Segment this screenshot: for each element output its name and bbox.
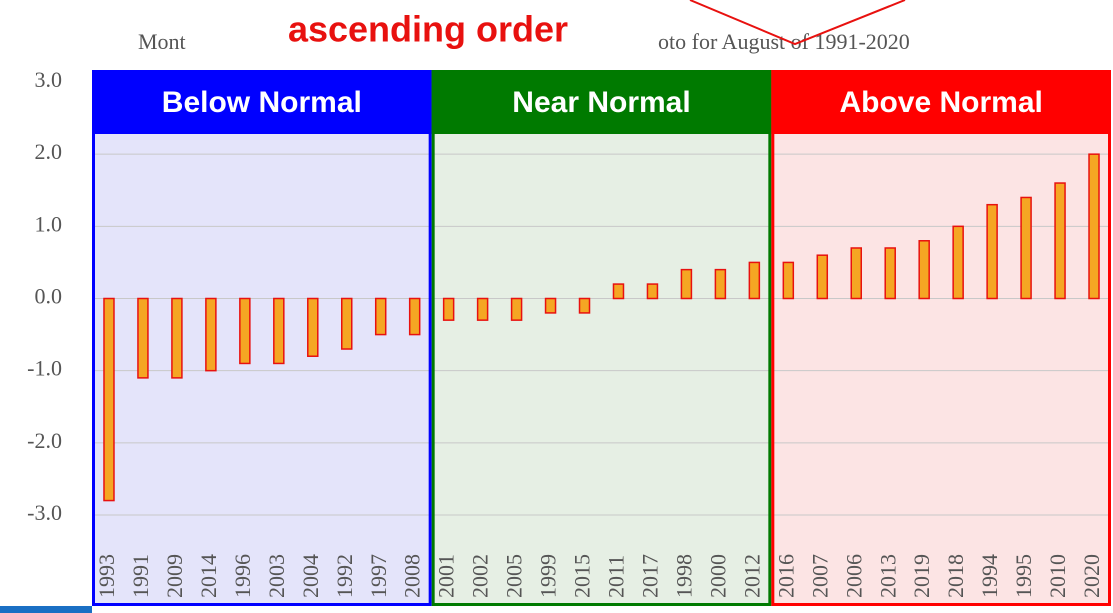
region-header	[431, 70, 772, 134]
bar	[408, 297, 421, 336]
x-tick-label: 2019	[909, 554, 934, 598]
bar	[103, 297, 115, 502]
bar	[918, 240, 930, 300]
bar	[816, 254, 829, 300]
bar	[171, 297, 183, 379]
region-border	[431, 70, 772, 606]
x-tick-label: 1998	[671, 554, 696, 598]
x-tick-label: 2018	[943, 554, 968, 598]
bar	[510, 297, 523, 321]
x-tick-label: 2001	[434, 554, 459, 598]
x-tick-label: 2000	[705, 554, 730, 598]
region-background	[771, 70, 1111, 606]
callout-text: ascending order	[288, 9, 568, 50]
y-tick-label: 0.0	[35, 284, 63, 309]
x-tick-label: 2011	[604, 555, 629, 598]
bar	[341, 297, 353, 350]
x-tick-label: 1993	[94, 554, 119, 598]
bar	[307, 297, 319, 357]
region-header	[92, 70, 432, 134]
bar	[986, 203, 998, 300]
region-header	[771, 70, 1111, 134]
bar	[578, 297, 591, 314]
x-tick-label: 1991	[128, 554, 153, 598]
bar	[1054, 182, 1066, 300]
x-tick-label: 2013	[875, 554, 900, 598]
x-tick-label: 2005	[502, 554, 527, 598]
bar	[137, 297, 149, 379]
bar	[680, 268, 693, 300]
y-tick-label: -1.0	[27, 356, 62, 381]
bar	[205, 297, 217, 372]
chart-title: oto for August of 1991-2020	[658, 29, 910, 54]
x-tick-label: 2015	[570, 554, 595, 598]
y-tick-label: -2.0	[27, 428, 62, 453]
region-background	[431, 70, 772, 606]
plot: 3.0 2.0 1.0 0.0 -1.0 -2.0 -3.0 1993 1991 2009 2014…	[27, 67, 1111, 606]
chart-title: Mont	[138, 29, 186, 54]
bar	[612, 283, 625, 300]
x-tick-label: 2004	[298, 554, 323, 598]
x-tick-label: 2020	[1079, 554, 1104, 598]
x-tick-label: 2017	[637, 554, 662, 598]
slide-bar	[0, 606, 92, 613]
x-tick-label: 2014	[196, 554, 221, 598]
x-tick-label: 2003	[264, 554, 289, 598]
region-border	[92, 70, 432, 606]
x-tick-label: 2002	[468, 554, 493, 598]
x-tick-label: 1997	[366, 554, 391, 598]
bar	[646, 283, 659, 300]
x-tick-label: 1999	[536, 554, 561, 598]
regions	[92, 70, 1111, 606]
bar	[273, 297, 285, 365]
bar	[952, 225, 964, 300]
x-tick-label: 1996	[230, 554, 255, 598]
x-tick-label: 2007	[807, 554, 832, 598]
x-tick-label: 2012	[739, 554, 764, 598]
bar	[442, 297, 455, 321]
bar	[1020, 196, 1032, 300]
x-tick-label: 2010	[1045, 554, 1070, 598]
bar	[884, 247, 896, 300]
bar	[1088, 153, 1100, 300]
bar	[239, 297, 251, 365]
x-tick-label: 2009	[162, 554, 187, 598]
x-tick-label: 2008	[400, 554, 425, 598]
region-label: Near Normal	[512, 86, 690, 119]
bar	[748, 261, 761, 300]
y-tick-label: -3.0	[27, 500, 62, 525]
x-tick-label: 1992	[332, 554, 357, 598]
bar	[782, 261, 795, 300]
callout-pointer	[689, 0, 906, 46]
bar	[850, 247, 862, 300]
bar	[476, 297, 489, 321]
bar	[544, 297, 557, 314]
x-tick-label: 2016	[773, 554, 798, 598]
region-label: Above Normal	[839, 86, 1042, 119]
y-tick-label: 3.0	[35, 67, 63, 92]
x-tick-label: 1994	[977, 554, 1002, 598]
region-border	[771, 70, 1111, 606]
bar	[374, 297, 387, 336]
bar	[714, 268, 727, 300]
y-tick-label: 2.0	[35, 139, 63, 164]
x-tick-label: 2006	[841, 554, 866, 598]
region-label: Below Normal	[162, 86, 362, 119]
callout-box	[258, 0, 598, 60]
x-tick-label: 1995	[1011, 554, 1036, 598]
y-tick-label: 1.0	[35, 211, 63, 236]
